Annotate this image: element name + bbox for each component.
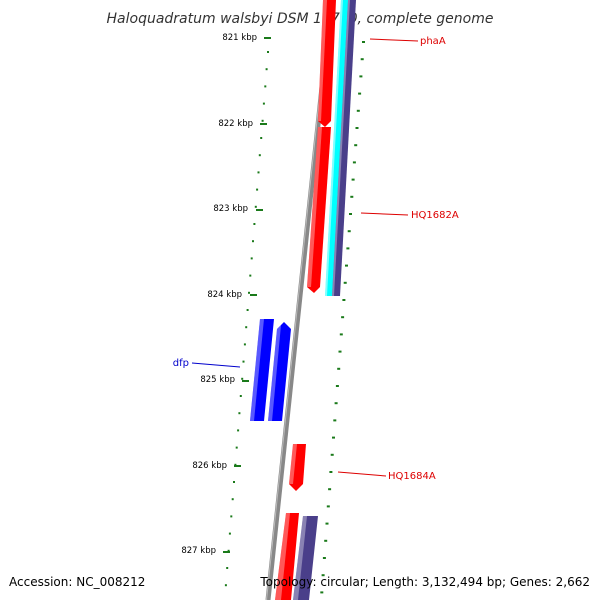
- tick-label: 824 kbp: [207, 290, 242, 300]
- tick-label: 825 kbp: [200, 375, 235, 385]
- inner-dotted-track: [224, 51, 269, 587]
- feature-track-upper[interactable]: [307, 0, 356, 296]
- gene-label-text[interactable]: phaA: [420, 36, 446, 47]
- gene-arrow-reverse[interactable]: [250, 319, 274, 421]
- gene-label-hq1682a[interactable]: HQ1682A: [360, 210, 459, 221]
- backbone: [265, 29, 331, 600]
- gene-label-phaA[interactable]: phaA: [369, 36, 446, 47]
- tick-label: 821 kbp: [222, 33, 257, 43]
- tick-labels: 821 kbp 822 kbp 823 kbp 824 kbp 825 kbp …: [181, 33, 257, 556]
- map-title: Haloquadratum walsbyi DSM 16790, complet…: [107, 11, 494, 27]
- tick-label: 826 kbp: [192, 461, 227, 471]
- feature-track-purple[interactable]: [332, 0, 356, 296]
- outer-dotted-track: [320, 41, 365, 594]
- genome-summary-text: Topology: circular; Length: 3,132,494 bp…: [259, 575, 590, 589]
- feature-track-lower[interactable]: [275, 513, 318, 600]
- major-ticks: [223, 37, 271, 553]
- tick-label: 823 kbp: [213, 204, 248, 214]
- tick-label: 822 kbp: [218, 119, 253, 129]
- feature-track-purple[interactable]: [293, 516, 318, 600]
- gene-label-hq1684a[interactable]: HQ1684A: [337, 471, 436, 482]
- gene-label-dfp[interactable]: dfp: [173, 358, 241, 369]
- gene-label-text[interactable]: HQ1684A: [388, 471, 436, 482]
- accession-text: Accession: NC_008212: [9, 575, 145, 589]
- gene-arrow-reverse[interactable]: [268, 322, 291, 421]
- tick-label: 827 kbp: [181, 546, 216, 556]
- gene-label-text[interactable]: dfp: [173, 358, 189, 369]
- hq1684a-gene[interactable]: [289, 444, 306, 491]
- gene-arrow-forward[interactable]: [318, 0, 336, 127]
- gene-arrow-forward[interactable]: [307, 127, 331, 293]
- gene-arrow-forward[interactable]: [275, 513, 299, 600]
- dfp-genes[interactable]: [250, 319, 291, 421]
- gene-label-text[interactable]: HQ1682A: [411, 210, 459, 221]
